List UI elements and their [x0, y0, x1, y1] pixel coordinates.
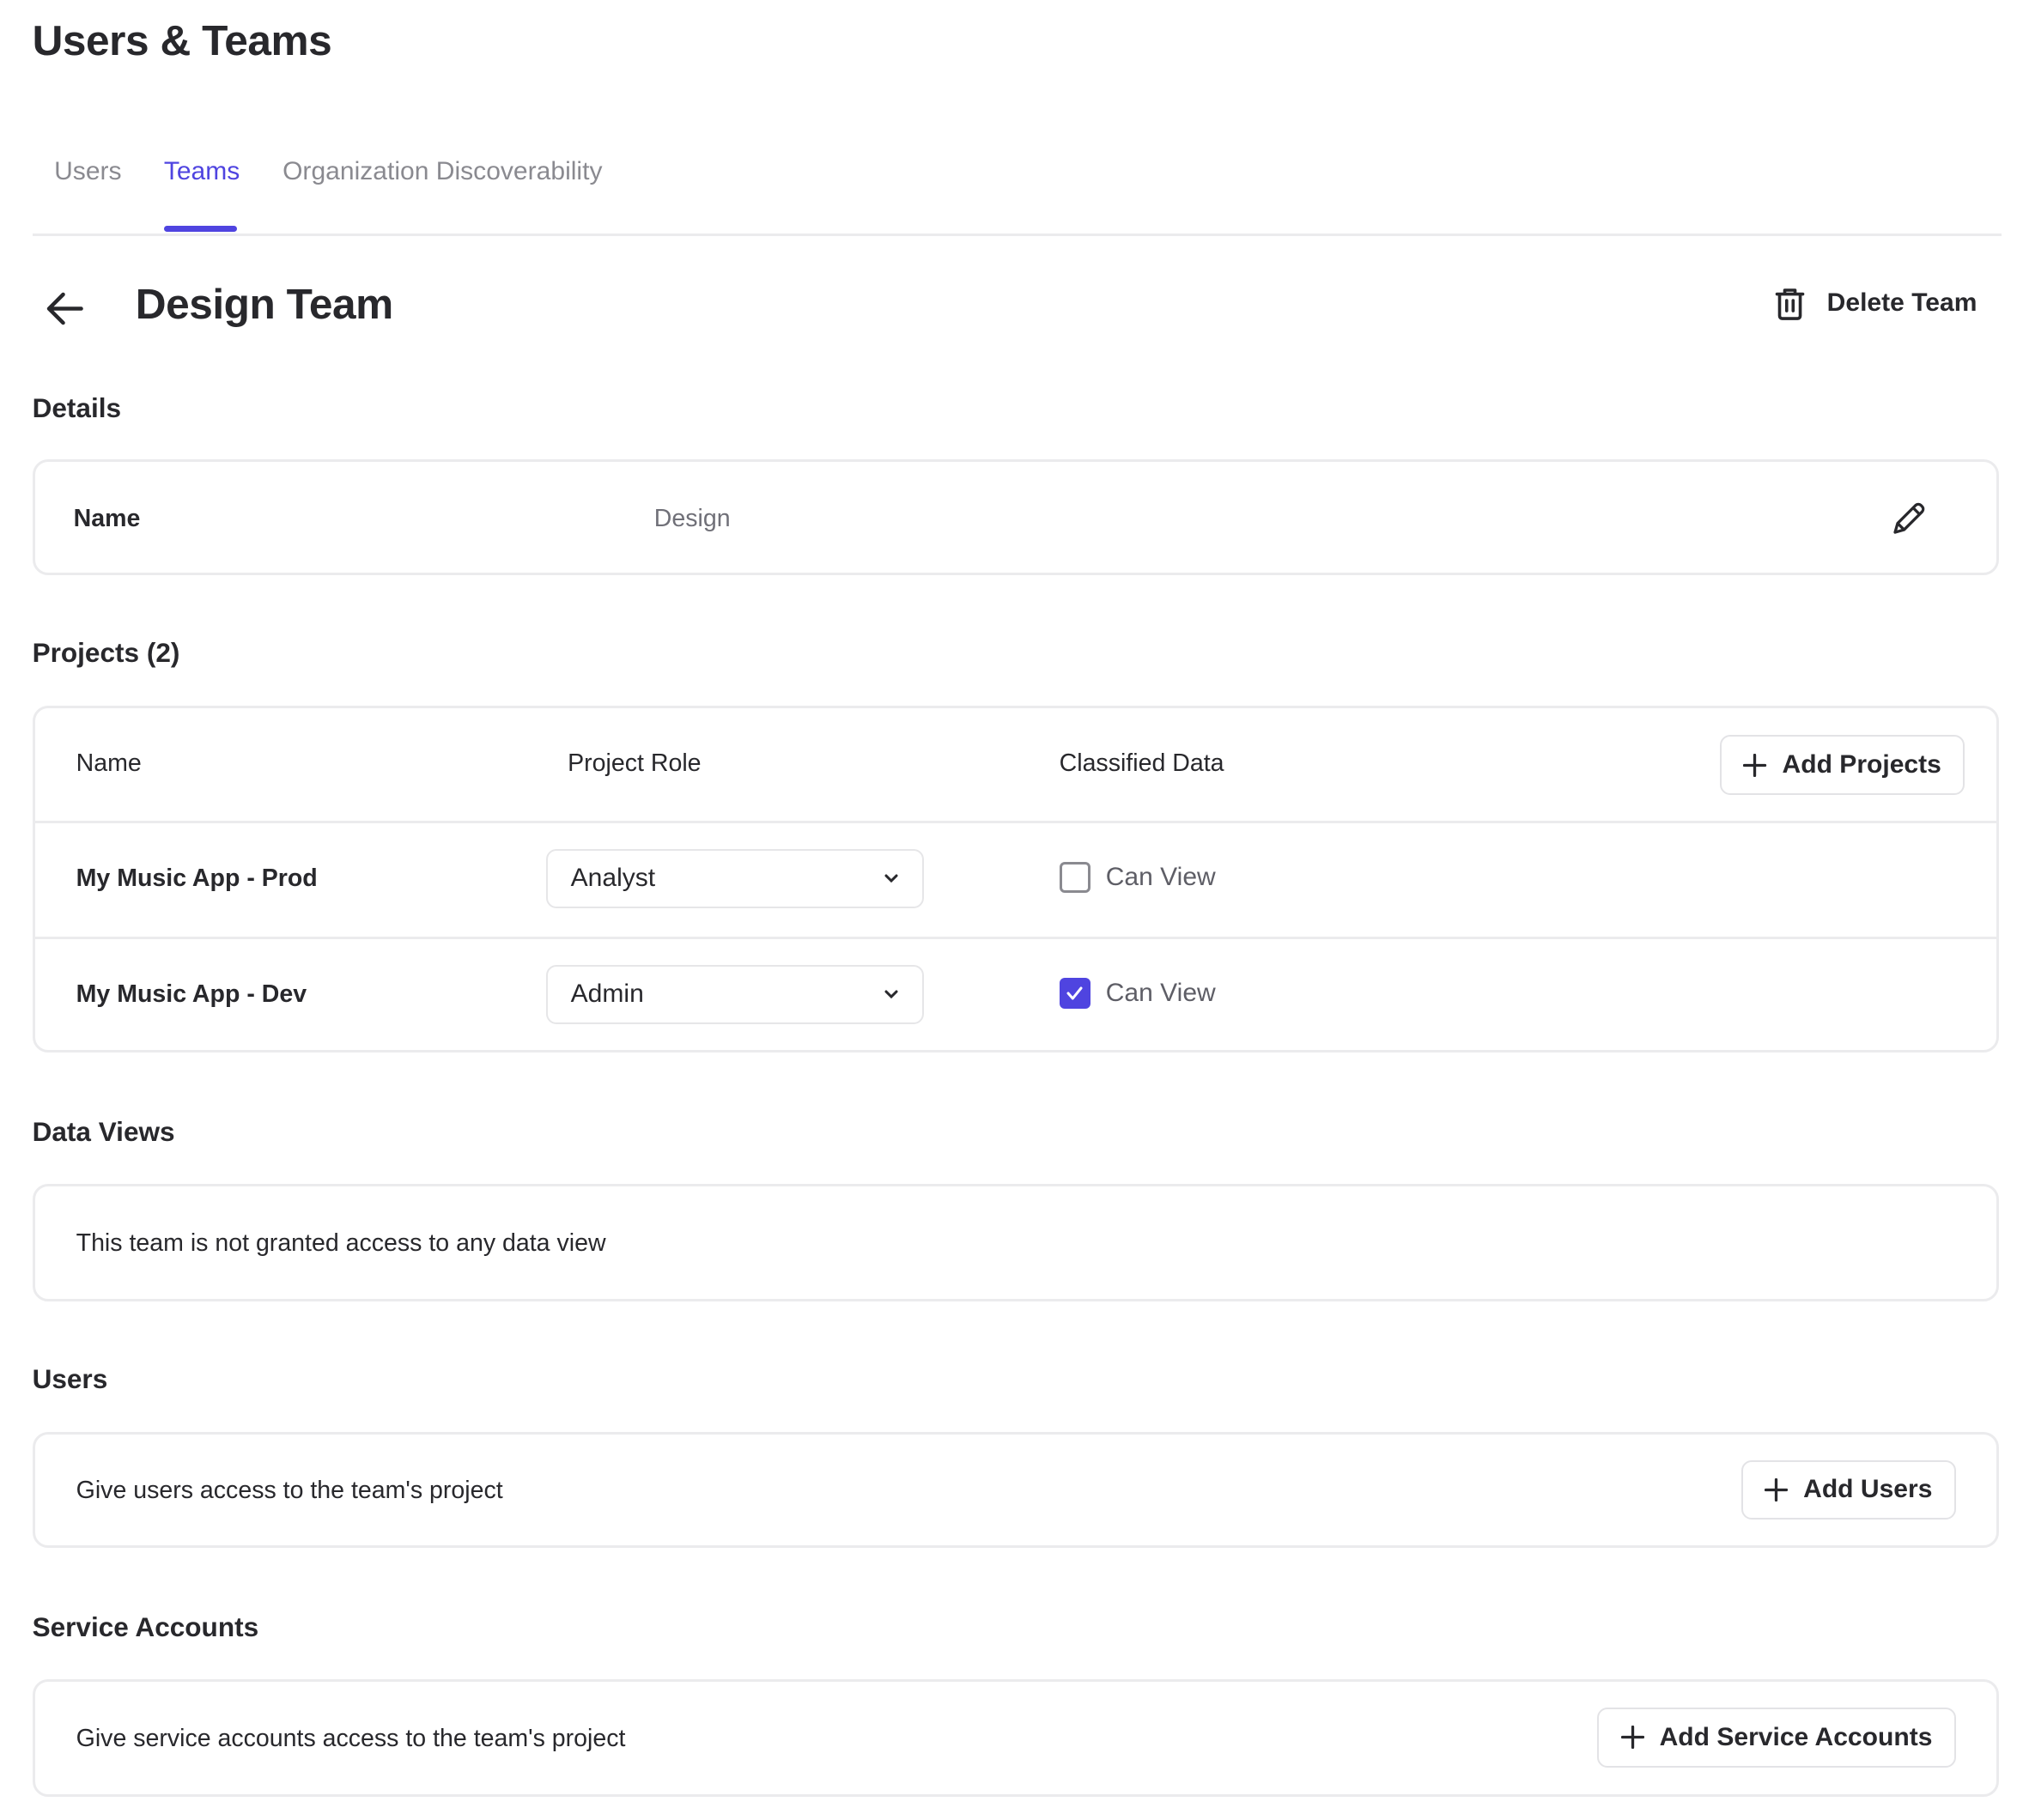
name-label: Name: [73, 504, 141, 532]
tab-teams[interactable]: Teams: [163, 157, 240, 186]
row-divider: [34, 820, 1996, 823]
table-row: My Music App - Dev Admin Can View: [35, 939, 1996, 1053]
active-tab-indicator: [163, 225, 238, 233]
classified-can-view-checkbox[interactable]: Can View: [1059, 977, 1216, 1009]
add-users-label: Add Users: [1803, 1475, 1933, 1504]
users-card: Give users access to the team's project …: [32, 1431, 1999, 1549]
data-views-empty-text: This team is not granted access to any d…: [76, 1228, 606, 1257]
project-role-value: Analyst: [570, 864, 656, 893]
add-service-accounts-label: Add Service Accounts: [1659, 1722, 1933, 1751]
project-role-value: Admin: [570, 980, 644, 1009]
details-card: Name Design: [32, 458, 1999, 576]
back-button[interactable]: [44, 289, 85, 334]
projects-table: Name Project Role Classified Data Add Pr…: [32, 705, 1999, 1053]
project-name: My Music App - Prod: [76, 864, 318, 892]
projects-heading: Projects (2): [32, 637, 180, 669]
column-header-project-role: Project Role: [568, 749, 702, 777]
service-accounts-card: Give service accounts access to the team…: [32, 1679, 1999, 1798]
arrow-left-icon: [46, 292, 83, 325]
data-views-card: This team is not granted access to any d…: [32, 1184, 1999, 1302]
project-role-select[interactable]: Analyst: [545, 848, 924, 908]
tabs-divider: [32, 233, 2002, 236]
chevron-down-icon: [884, 990, 898, 999]
delete-team-label: Delete Team: [1826, 288, 1977, 318]
checkbox-label: Can View: [1105, 978, 1216, 1007]
tab-organization-discoverability[interactable]: Organization Discoverability: [282, 157, 603, 186]
trash-icon: [1775, 288, 1804, 320]
data-views-heading: Data Views: [32, 1115, 175, 1147]
checkbox-checked[interactable]: [1059, 977, 1090, 1009]
classified-can-view-checkbox[interactable]: Can View: [1059, 861, 1216, 893]
team-title: Design Team: [135, 279, 393, 328]
edit-name-button[interactable]: [1890, 499, 1929, 543]
row-divider: [34, 936, 1996, 939]
name-value: Design: [653, 504, 731, 532]
checkbox-unchecked[interactable]: [1059, 861, 1090, 893]
column-header-name: Name: [76, 749, 142, 777]
plus-icon: [1765, 1477, 1789, 1502]
chevron-down-icon: [884, 874, 898, 883]
project-role-select[interactable]: Admin: [545, 964, 924, 1025]
column-header-classified-data: Classified Data: [1059, 749, 1224, 777]
plus-icon: [1743, 753, 1767, 777]
service-accounts-text: Give service accounts access to the team…: [76, 1724, 626, 1752]
add-users-button[interactable]: Add Users: [1741, 1459, 1956, 1520]
project-name: My Music App - Dev: [76, 980, 307, 1008]
add-projects-label: Add Projects: [1782, 750, 1941, 780]
delete-team-button[interactable]: Delete Team: [1773, 285, 1977, 321]
pencil-icon: [1893, 503, 1925, 535]
check-icon: [1066, 986, 1083, 1000]
plus-icon: [1620, 1726, 1644, 1750]
table-row: My Music App - Prod Analyst Can View: [35, 823, 1996, 937]
add-projects-button[interactable]: Add Projects: [1719, 735, 1965, 795]
page-title: Users & Teams: [32, 16, 332, 65]
service-accounts-heading: Service Accounts: [32, 1611, 259, 1642]
users-text: Give users access to the team's project: [76, 1477, 503, 1505]
checkbox-label: Can View: [1105, 862, 1216, 891]
users-heading: Users: [32, 1363, 108, 1395]
add-service-accounts-button[interactable]: Add Service Accounts: [1597, 1708, 1956, 1768]
details-heading: Details: [32, 391, 122, 423]
tab-users[interactable]: Users: [54, 157, 122, 186]
